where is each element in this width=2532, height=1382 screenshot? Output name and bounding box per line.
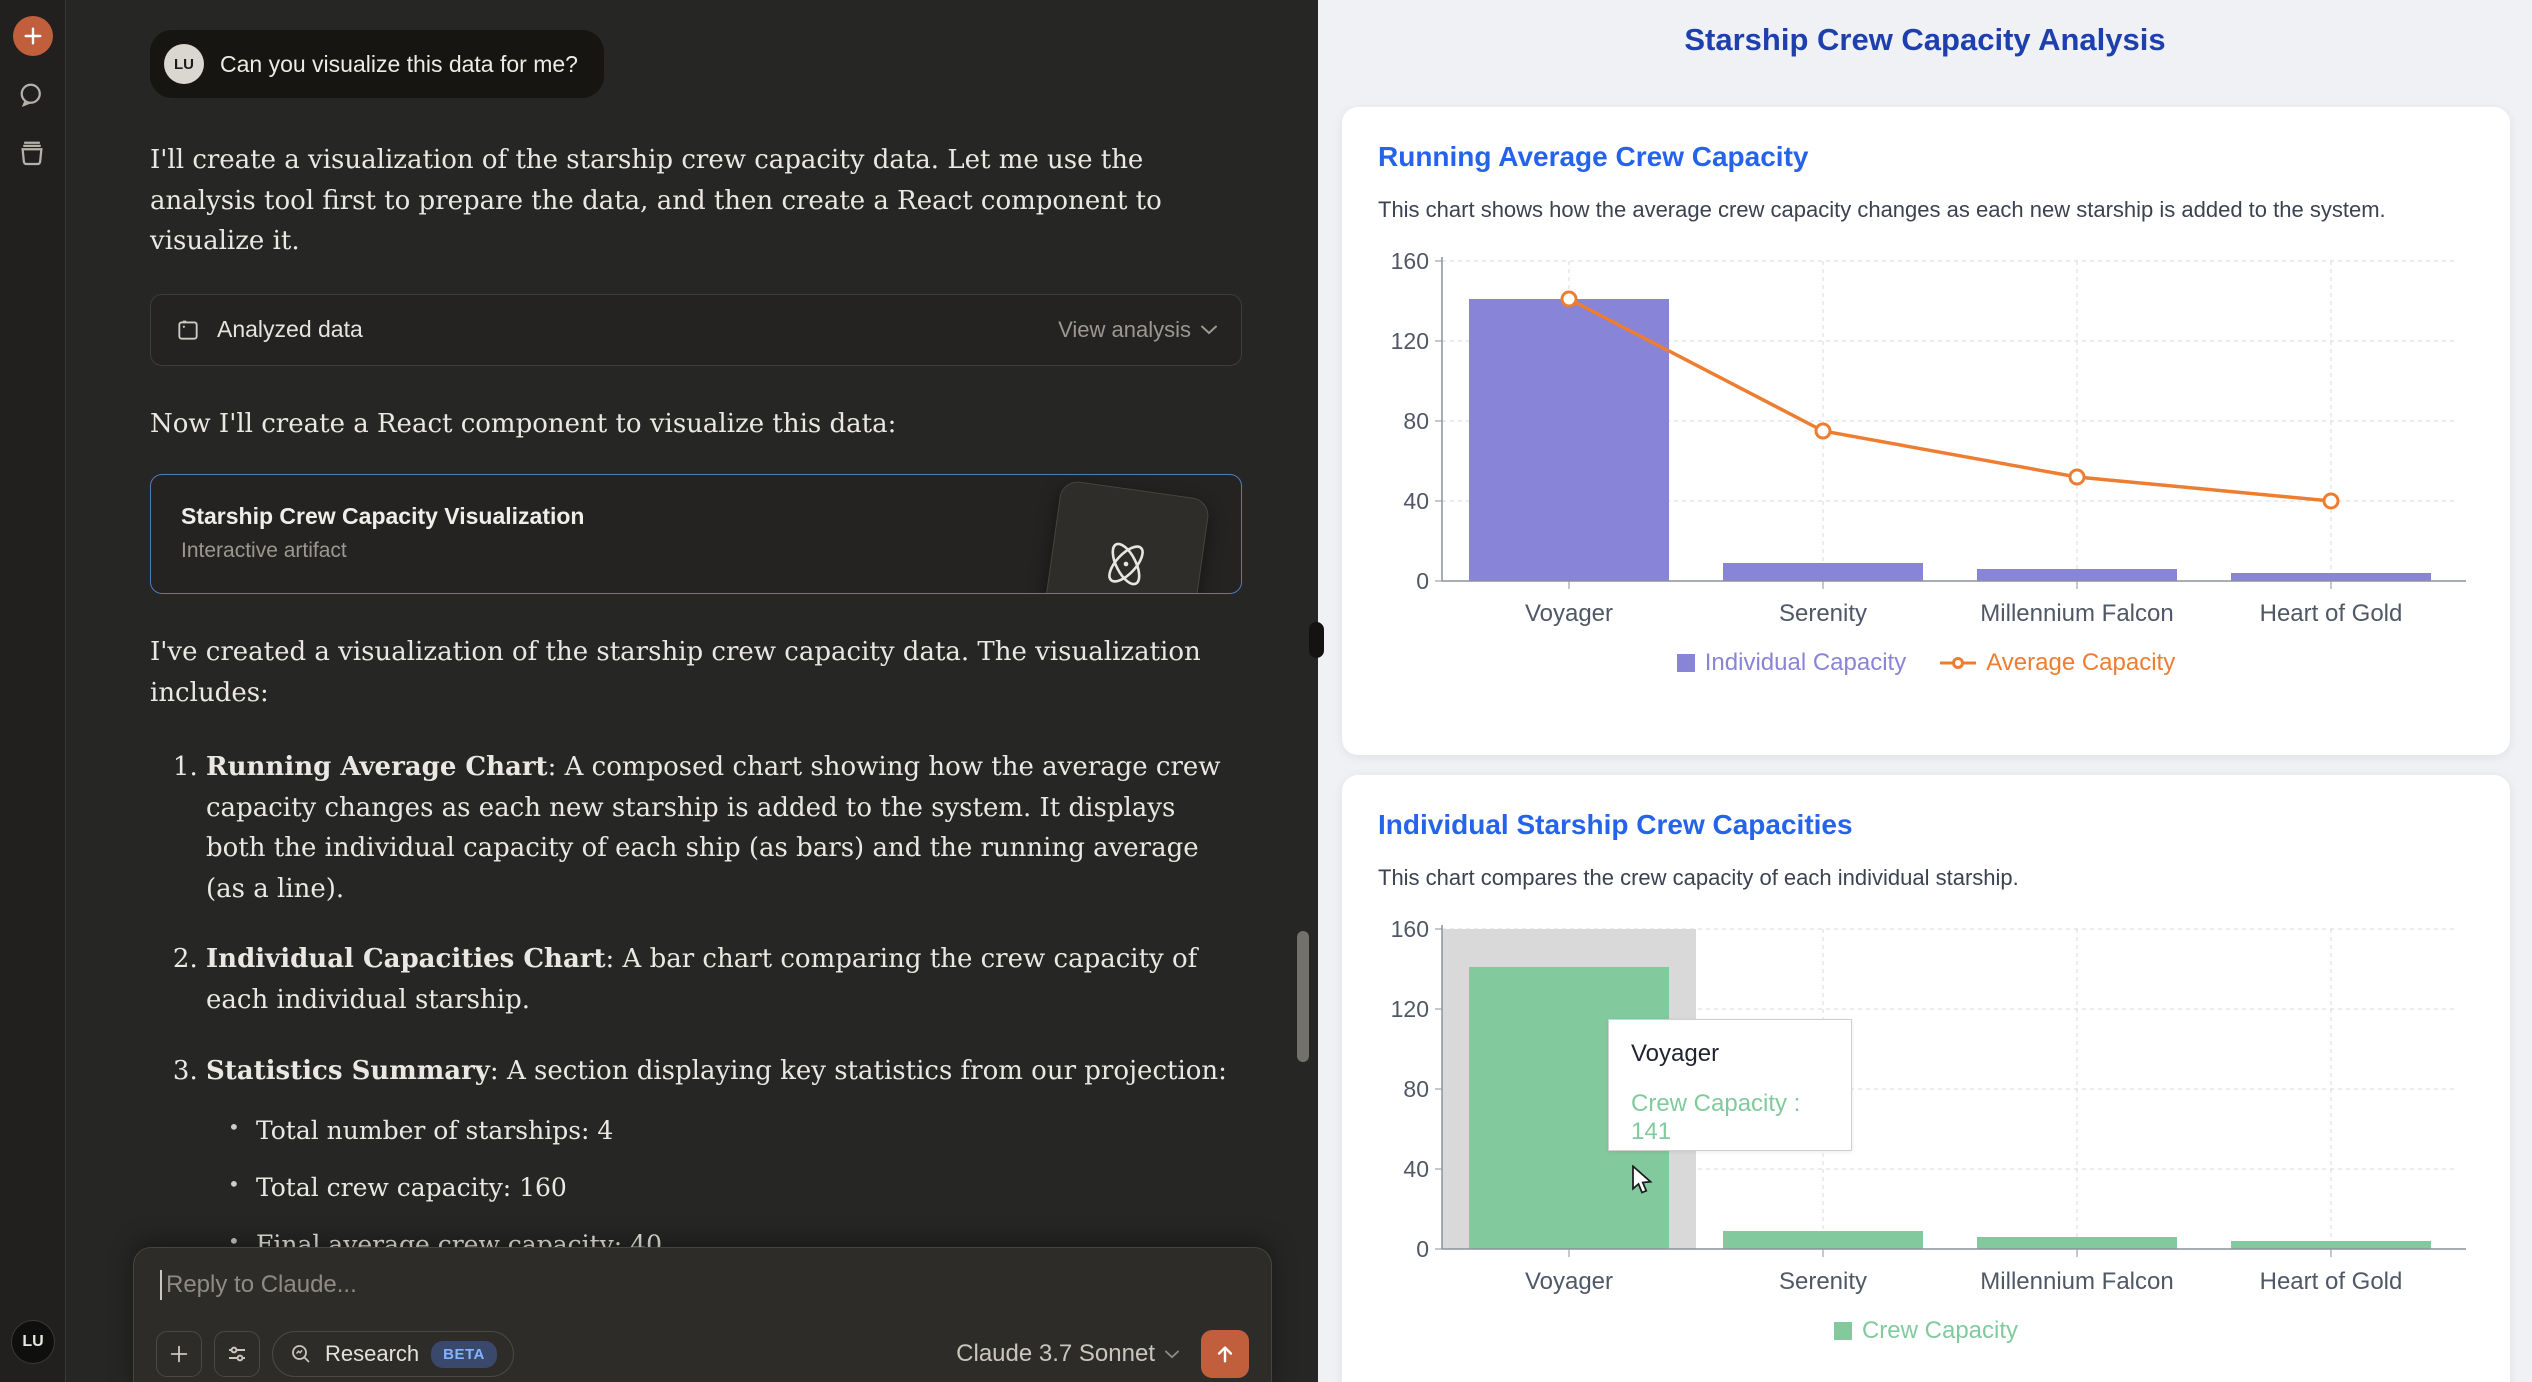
- stat-item: Total crew capacity: 160: [228, 1168, 1242, 1207]
- bar-chart[interactable]: 0 40 80 120 160 Voyager Serenity Millennium Fal…: [1378, 919, 2474, 1303]
- beta-badge: BETA: [431, 1340, 497, 1368]
- svg-text:80: 80: [1403, 408, 1429, 434]
- chart2-legend: Crew Capacity: [1378, 1317, 2474, 1345]
- model-selector[interactable]: Claude 3.7 Sonnet: [956, 1340, 1179, 1368]
- view-analysis-button[interactable]: View analysis: [1058, 317, 1217, 343]
- svg-text:Millennium Falcon: Millennium Falcon: [1980, 1268, 2173, 1295]
- user-avatar: LU: [164, 44, 204, 84]
- chart1-legend: Individual Capacity Average Capacity: [1378, 649, 2474, 677]
- tooltip-value: Crew Capacity : 141: [1631, 1090, 1801, 1145]
- list-item-text: : A composed chart showing how the avera…: [206, 752, 1221, 904]
- svg-text:Heart of Gold: Heart of Gold: [2260, 600, 2403, 627]
- feature-list: Running Average Chart: A composed chart …: [150, 747, 1242, 1378]
- send-button[interactable]: [1201, 1330, 1249, 1378]
- archive-icon[interactable]: [17, 138, 49, 170]
- analyzed-data-row[interactable]: Analyzed data View analysis: [150, 293, 1242, 366]
- legend-item[interactable]: Individual Capacity: [1676, 649, 1907, 677]
- svg-text:Voyager: Voyager: [1525, 1268, 1613, 1295]
- chart2-description: This chart compares the crew capacity of…: [1378, 865, 2019, 890]
- list-item-bold: Running Average Chart: [206, 752, 548, 783]
- artifact-subtitle: Interactive artifact: [181, 539, 347, 563]
- atom-icon: [1108, 542, 1144, 586]
- svg-text:120: 120: [1391, 328, 1429, 354]
- new-chat-button[interactable]: [13, 16, 53, 56]
- svg-text:160: 160: [1391, 251, 1429, 274]
- post-artifact-text: I've created a visualization of the star…: [150, 637, 1201, 708]
- svg-text:160: 160: [1391, 919, 1429, 942]
- artifact-panel: Starship Crew Capacity Analysis Running …: [1318, 0, 2532, 1382]
- list-item-bold: Individual Capacities Chart: [206, 944, 606, 975]
- assistant-intro-paragraph: I'll create a visualization of the stars…: [150, 145, 1162, 257]
- swatch-icon: [1833, 1322, 1852, 1340]
- svg-text:120: 120: [1391, 996, 1429, 1022]
- list-item: Individual Capacities Chart: A bar chart…: [206, 939, 1242, 1020]
- artifact-title: Starship Crew Capacity Visualization: [181, 503, 585, 530]
- chart2-area[interactable]: 0 40 80 120 160 Voyager Serenity Millennium Fal…: [1378, 919, 2474, 1345]
- user-account-avatar[interactable]: LU: [11, 1320, 55, 1364]
- sliders-icon: [229, 1346, 245, 1362]
- tooltip-title: Voyager: [1631, 1040, 1720, 1067]
- tools-button[interactable]: [214, 1331, 260, 1377]
- svg-text:0: 0: [1416, 568, 1429, 594]
- svg-text:Serenity: Serenity: [1779, 600, 1867, 627]
- user-message-row: LU Can you visualize this data for me?: [150, 30, 1242, 98]
- line-legend-glyph: [1940, 657, 1977, 669]
- legend-label: Crew Capacity: [1861, 1317, 2019, 1344]
- svg-text:Millennium Falcon: Millennium Falcon: [1980, 600, 2173, 627]
- mouse-cursor: [1632, 1165, 1653, 1194]
- legend-item[interactable]: Average Capacity: [1940, 649, 2175, 677]
- chart2-heading: Individual Starship Crew Capacities: [1378, 809, 1853, 840]
- svg-text:80: 80: [1403, 1076, 1429, 1102]
- chart1-description: This chart shows how the average crew ca…: [1378, 197, 2386, 222]
- svg-text:40: 40: [1403, 1156, 1429, 1182]
- pre-artifact-text: Now I'll create a React component to vis…: [150, 408, 897, 439]
- research-label: Research: [325, 1341, 420, 1366]
- plus-icon: [170, 1345, 188, 1363]
- chart-tooltip: Voyager Crew Capacity : 141: [1608, 1019, 1852, 1151]
- artifact-card[interactable]: Starship Crew Capacity Visualization Int…: [150, 474, 1242, 595]
- svg-text:Heart of Gold: Heart of Gold: [2260, 1268, 2403, 1295]
- reply-composer[interactable]: Reply to Claude... Re: [133, 1247, 1272, 1382]
- legend-label: Individual Capacity: [1704, 649, 1907, 676]
- list-item-text: : A section displaying key statistics fr…: [489, 1055, 1227, 1086]
- list-item-text: : A bar chart comparing the crew capacit…: [206, 944, 1198, 1016]
- chats-icon[interactable]: [17, 80, 49, 112]
- list-item-bold: Statistics Summary: [206, 1055, 490, 1086]
- analysis-tool-icon: [178, 320, 198, 340]
- plus-icon: [24, 27, 42, 45]
- chart1-area[interactable]: 0 40 80 120 160 Voyager Serenity Millennium Fal…: [1378, 251, 2474, 677]
- arrow-up-icon: [1217, 1346, 1233, 1363]
- svg-text:40: 40: [1403, 488, 1429, 514]
- analyzed-data-label: Analyzed data: [217, 316, 363, 343]
- chat-scrollbar-thumb[interactable]: [1297, 931, 1309, 1062]
- research-toggle[interactable]: Research BETA: [272, 1331, 514, 1377]
- legend-label: Average Capacity: [1986, 649, 2176, 676]
- model-label: Claude 3.7 Sonnet: [956, 1340, 1155, 1367]
- svg-text:0: 0: [1416, 1236, 1429, 1262]
- research-magnifier-icon: [292, 1345, 310, 1363]
- running-average-card: Running Average Crew Capacity This chart…: [1342, 107, 2510, 755]
- list-item: Running Average Chart: A composed chart …: [206, 747, 1242, 909]
- individual-capacity-card: Individual Starship Crew Capacities This…: [1342, 775, 2510, 1382]
- chat-panel: LU Can you visualize this data for me? I…: [66, 0, 1318, 1382]
- svg-text:Serenity: Serenity: [1779, 1268, 1867, 1295]
- panel-resize-handle[interactable]: [1309, 622, 1324, 658]
- view-analysis-label: View analysis: [1058, 316, 1191, 342]
- app-sidebar: LU: [0, 0, 66, 1382]
- artifact-thumbnail: [1041, 479, 1211, 594]
- text-caret: [160, 1270, 162, 1300]
- composer-input[interactable]: Reply to Claude...: [166, 1271, 357, 1298]
- user-message-bubble: LU Can you visualize this data for me?: [150, 30, 604, 98]
- legend-item[interactable]: Crew Capacity: [1833, 1317, 2019, 1345]
- chevron-down-icon: [1201, 325, 1217, 335]
- chart1-heading: Running Average Crew Capacity: [1378, 141, 1809, 172]
- composed-chart[interactable]: 0 40 80 120 160 Voyager Serenity Millennium Fal…: [1378, 251, 2474, 635]
- attach-button[interactable]: [156, 1331, 202, 1377]
- svg-text:Voyager: Voyager: [1525, 600, 1613, 627]
- chevron-down-icon: [1165, 1350, 1179, 1358]
- artifact-page-title: Starship Crew Capacity Analysis: [1684, 22, 2166, 57]
- stat-item: Total number of starships: 4: [228, 1111, 1242, 1150]
- user-message-text: Can you visualize this data for me?: [220, 50, 578, 77]
- swatch-icon: [1676, 654, 1695, 672]
